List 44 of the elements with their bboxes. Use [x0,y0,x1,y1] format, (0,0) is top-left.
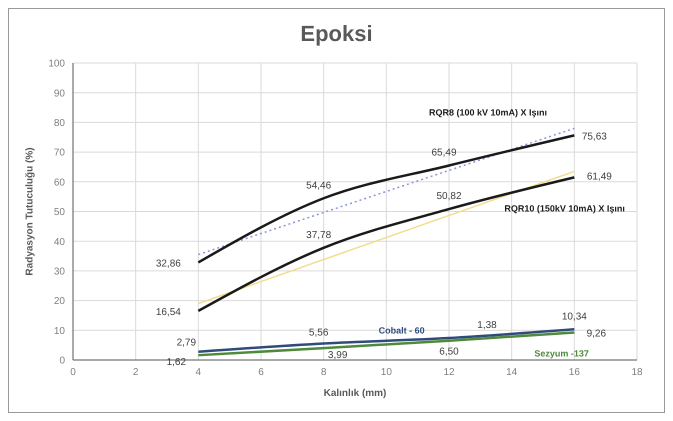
data-label: 16,54 [156,306,182,318]
y-tick-label: 70 [54,148,66,159]
y-tick-label: 10 [54,326,66,337]
data-label: 3,99 [328,350,348,362]
chart-title: Epoksi [299,21,374,48]
x-tick-label: 18 [631,367,643,378]
data-label: 54,46 [306,180,332,192]
data-label: 6,50 [439,346,460,358]
series-label: Sezyum -137 [534,348,589,358]
data-label: 10,34 [562,311,588,322]
x-tick-label: 16 [568,367,580,378]
y-tick-label: 20 [54,296,66,308]
text: RQR8 (100 kV 10mA) X Işını [429,107,548,118]
y-tick-label: 80 [54,118,66,129]
y-tick-label: 50 [54,207,66,218]
y-axis-title: Radyasyon Tutuculuğu (%) [24,147,36,276]
series-label: RQR10 (150kV 10mA) X Işını [504,203,625,214]
y-tick-label: 30 [54,266,66,278]
data-label: 32,86 [156,258,182,270]
annotation: 1,38 [477,320,498,331]
series-label: Cobalt - 60 [378,325,425,336]
data-label: 61,49 [586,171,612,182]
data-label: 5,56 [308,327,329,338]
x-tick-label: 10 [380,367,392,378]
y-tick-label: 90 [54,88,66,100]
data-label: 65,49 [431,147,457,158]
y-tick-label: 60 [54,177,66,188]
data-label: 75,63 [582,131,608,142]
x-tick-label: 2 [132,367,139,378]
x-axis-title: Kalınlık (mm) [324,388,386,399]
x-tick-label: 4 [196,367,202,378]
x-tick-label: 12 [443,367,455,378]
data-label: 2,79 [176,338,196,349]
x-tick-label: 6 [258,367,264,378]
data-label: 1,62 [166,357,186,368]
data-label: 9,26 [586,328,606,340]
y-tick-label: 40 [54,236,66,248]
x-tick-label: 8 [320,367,327,378]
x-tick-label: 14 [506,367,518,378]
data-label: 50,82 [436,191,462,202]
y-tick-label: 100 [48,58,66,70]
x-tick-label: 0 [70,367,76,378]
data-label: 37,78 [306,230,332,241]
y-tick-label: 0 [59,356,66,367]
